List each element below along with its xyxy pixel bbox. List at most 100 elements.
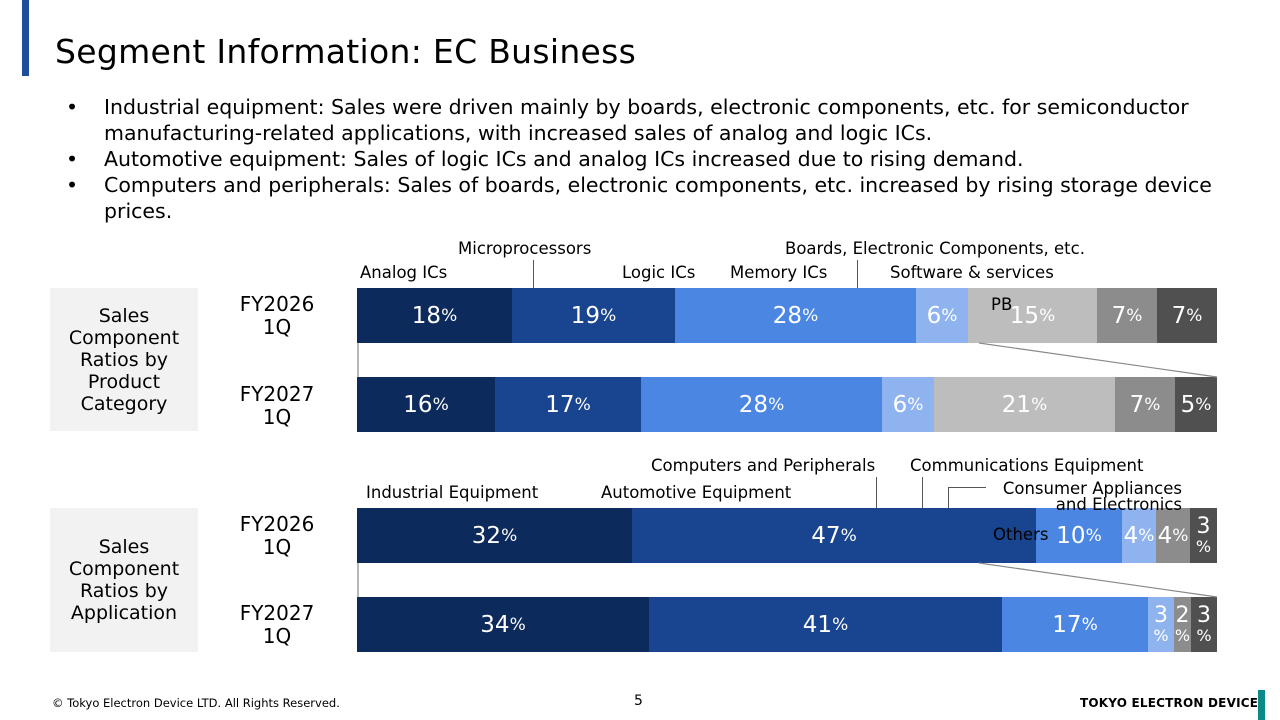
percent-sign: % [1153, 626, 1169, 645]
year-label-application-fy2027: FY2027 1Q [239, 601, 315, 648]
page-title: Segment Information: EC Business [55, 32, 637, 71]
bullet-item-industrial: Industrial equipment: Sales were driven … [66, 94, 1266, 146]
data-label: 32 [471, 522, 502, 549]
row-group-label-application: Sales Component Ratios by Application [50, 508, 198, 652]
bar-segment: 18% [357, 288, 512, 343]
percent-sign: % [574, 394, 591, 415]
bar-segment: 6% [882, 377, 934, 432]
bar-row-product-fy2026: 18% 19% 28% 6% 15% 7% 7% [357, 288, 1217, 343]
percent-sign: % [441, 305, 458, 326]
bar-segment: 5% [1175, 377, 1217, 432]
bar-row-application-fy2026: 32% 47% 10% 4% 4% 3% [357, 508, 1217, 563]
data-label: 18 [411, 302, 442, 329]
bar-segment: 19% [512, 288, 675, 343]
percent-sign: % [1031, 394, 1048, 415]
bar-segment: 41% [649, 597, 1002, 652]
year-label-product-fy2026: FY2026 1Q [239, 292, 315, 339]
page-number: 5 [634, 693, 643, 709]
data-label: 34 [480, 611, 510, 638]
data-label: 3 [1197, 603, 1211, 628]
bar-segment: 7% [1115, 377, 1175, 432]
bar-segment: 3% [1191, 597, 1217, 652]
bar-segment: 32% [357, 508, 632, 563]
series-label-logic-ics: Logic ICs [622, 263, 696, 282]
leader-line-communications [922, 477, 923, 508]
bar-segment: 4% [1122, 508, 1156, 563]
percent-sign: % [1039, 305, 1056, 326]
year-label-application-fy2026: FY2026 1Q [239, 512, 315, 559]
data-label: 4 [1123, 522, 1139, 549]
series-label-communications-equipment: Communications Equipment [910, 456, 1144, 475]
percent-sign: % [1195, 537, 1212, 556]
percent-sign: % [768, 394, 785, 415]
series-label-others: Others [993, 525, 1049, 544]
percent-sign: % [1126, 305, 1143, 326]
bar-segment: 6% [916, 288, 968, 343]
bar-segment: 10% [1036, 508, 1122, 563]
percent-sign: % [802, 305, 819, 326]
percent-sign: % [1172, 525, 1189, 546]
bar-segment: 2% [1174, 597, 1191, 652]
percent-sign: % [600, 305, 617, 326]
data-label: 17 [545, 391, 575, 418]
connector-line-product-right [978, 342, 1218, 378]
series-label-analog-ics: Analog ICs [360, 263, 448, 282]
percent-sign: % [501, 525, 518, 546]
bar-segment: 3% [1148, 597, 1174, 652]
bar-segment: 4% [1156, 508, 1190, 563]
brand-accent-bar [1258, 690, 1265, 720]
percent-sign: % [1144, 394, 1161, 415]
series-label-software-services: Software & services [890, 263, 1054, 282]
percent-sign: % [1138, 525, 1155, 546]
series-label-microprocessors: Microprocessors [458, 239, 592, 258]
bar-segment: 7% [1097, 288, 1157, 343]
data-label: 7 [1111, 302, 1127, 329]
series-label-automotive-equipment: Automotive Equipment [601, 483, 792, 502]
percent-sign: % [907, 394, 924, 415]
bar-segment: 3% [1190, 508, 1217, 563]
leader-line-computers-peripherals [876, 477, 877, 508]
data-label: 17 [1052, 611, 1082, 638]
footer-copyright: © Tokyo Electron Device LTD. All Rights … [52, 696, 340, 710]
percent-sign: % [509, 614, 526, 635]
percent-sign: % [1196, 626, 1212, 645]
data-label: 2 [1175, 603, 1190, 628]
percent-sign: % [1081, 614, 1098, 635]
data-label: 6 [892, 391, 908, 418]
bar-row-product-fy2027: 16% 17% 28% 6% 21% 7% 5% [357, 377, 1217, 432]
percent-sign: % [1174, 626, 1191, 645]
bar-segment: 7% [1157, 288, 1217, 343]
series-label-boards: Boards, Electronic Components, etc. [785, 239, 1085, 258]
data-label: 15 [1009, 302, 1040, 329]
bar-segment: 17% [1002, 597, 1148, 652]
data-label: 47 [811, 522, 841, 549]
percent-sign: % [832, 614, 849, 635]
row-group-label-product: Sales Component Ratios by Product Catego… [50, 288, 198, 431]
data-label: 6 [926, 302, 942, 329]
bullet-list: Industrial equipment: Sales were driven … [66, 94, 1266, 224]
leader-line-consumer-v [948, 487, 949, 508]
percent-sign: % [1085, 525, 1102, 546]
percent-sign: % [941, 305, 958, 326]
year-label-product-fy2027: FY2027 1Q [239, 382, 315, 429]
series-label-computers-peripherals: Computers and Peripherals [651, 456, 876, 475]
bar-segment: 28% [641, 377, 882, 432]
bar-segment: 21% [934, 377, 1115, 432]
data-label: 7 [1129, 391, 1145, 418]
bar-segment: 15% [968, 288, 1097, 343]
leader-line-boards [857, 260, 858, 288]
percent-sign: % [1195, 394, 1212, 415]
bar-row-application-fy2027: 34% 41% 17% 3% 2% 3% [357, 597, 1217, 652]
title-accent-bar [22, 0, 29, 76]
bar-segment: 28% [675, 288, 916, 343]
bar-segment: 47% [632, 508, 1036, 563]
data-label: 21 [1001, 391, 1032, 418]
brand-logo-text: TOKYO ELECTRON DEVICE [1080, 696, 1259, 710]
data-label: 41 [802, 611, 833, 638]
data-label: 3 [1154, 603, 1168, 628]
connector-line-application-right [978, 562, 1218, 598]
percent-sign: % [840, 525, 857, 546]
data-label: 19 [570, 302, 601, 329]
bullet-item-automotive: Automotive equipment: Sales of logic ICs… [66, 146, 1266, 172]
data-label: 10 [1056, 522, 1086, 549]
